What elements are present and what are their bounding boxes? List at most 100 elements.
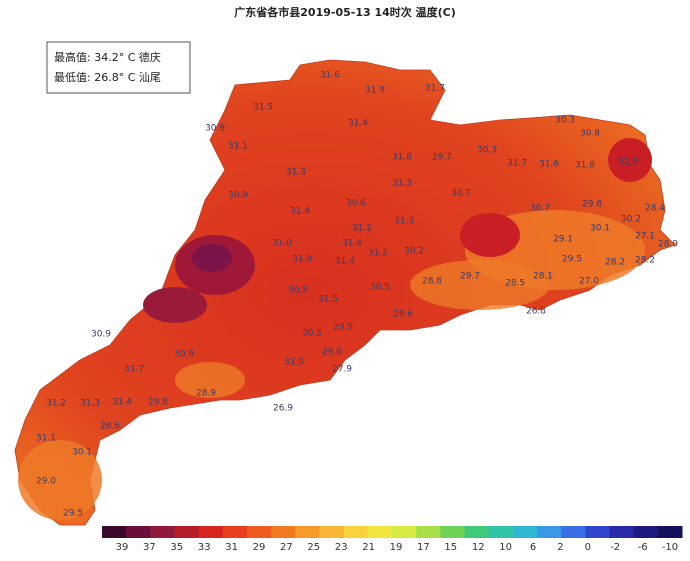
legend-tick: -2	[610, 542, 620, 553]
color-legend: 39 37 35 33 31 29 27 25 23 21 19 17 15 12 10 6 2 0 -2 -6 -10	[102, 526, 683, 553]
station-temp: 31.0	[272, 239, 292, 249]
station-temp: 31.3	[286, 168, 306, 178]
legend-swatch	[633, 526, 659, 538]
hot-zone	[192, 244, 232, 272]
station-temp: 28.9	[196, 389, 216, 399]
station-temp: 29.5	[333, 323, 353, 333]
station-temp: 28.2	[605, 258, 625, 268]
station-temp: 28.9	[658, 240, 678, 250]
station-temp: 29.5	[562, 255, 582, 265]
station-temp: 29.1	[553, 235, 573, 245]
map-title: 广东省各市县2019-05-13 14时次 温度(C)	[234, 5, 455, 19]
station-temp: 30.3	[555, 116, 575, 126]
legend-swatch	[222, 526, 248, 538]
station-temp: 30.5	[302, 329, 322, 339]
legend-swatch	[488, 526, 514, 538]
station-temp: 31.9	[292, 255, 312, 265]
legend-tick: 10	[499, 542, 512, 553]
legend-swatch	[464, 526, 490, 538]
legend-swatch	[585, 526, 610, 538]
station-temp: 31.3	[392, 179, 412, 189]
legend-tick: 17	[417, 542, 430, 553]
station-temp: 30.8	[580, 129, 600, 139]
station-temp: 27.1	[635, 232, 655, 242]
legend-tick: 2	[557, 542, 563, 553]
legend-tick: 15	[444, 542, 457, 553]
legend-tick: -6	[638, 542, 648, 553]
legend-swatch	[295, 526, 320, 538]
legend-swatch	[537, 526, 562, 538]
station-temp: 28.8	[422, 277, 442, 287]
station-temp: 31.4	[342, 239, 362, 249]
station-temp: 26.9	[273, 404, 293, 414]
legend-swatch	[392, 526, 417, 538]
station-temp: 31.3	[80, 399, 100, 409]
legend-swatch	[657, 526, 683, 538]
station-temp: 30.2	[621, 215, 641, 225]
legend-swatch	[512, 526, 538, 538]
station-temp: 31.4	[112, 398, 132, 408]
legend-swatch	[416, 526, 441, 538]
legend-tick: 37	[143, 542, 156, 553]
legend-swatch	[440, 526, 465, 538]
legend-tick: 25	[307, 542, 320, 553]
station-temp: 31.5	[253, 103, 273, 113]
station-temp: 29.8	[148, 398, 168, 408]
legend-swatch	[102, 526, 127, 538]
legend-swatch	[126, 526, 151, 538]
station-temp: 31.8	[575, 161, 595, 171]
station-temp: 30.9	[91, 330, 111, 340]
legend-swatch	[367, 526, 393, 538]
station-temp: 29.6	[393, 310, 413, 320]
legend-swatch	[609, 526, 635, 538]
station-temp: 31.7	[124, 365, 144, 375]
info-box	[46, 41, 191, 94]
min-text: 最低值: 26.8° C 汕尾	[54, 71, 161, 84]
legend-swatch	[174, 526, 200, 538]
legend-swatch	[343, 526, 369, 538]
legend-tick: 31	[225, 542, 238, 553]
station-temp: 28.4	[645, 204, 665, 214]
station-temp: 28.2	[635, 256, 655, 266]
station-temp: 31.4	[348, 119, 368, 129]
station-temp: 30.9	[205, 124, 225, 134]
legend-tick: 0	[585, 542, 591, 553]
legend-tick: -10	[662, 542, 678, 553]
max-text: 最高值: 34.2° C 德庆	[54, 50, 161, 64]
station-temp: 31.1	[36, 434, 56, 444]
station-temp: 29.8	[582, 200, 602, 210]
cooler-zone	[410, 260, 550, 310]
station-temp: 29.0	[322, 348, 342, 358]
station-temp: 31.0	[284, 358, 304, 368]
station-temp: 30.2	[404, 247, 424, 257]
legend-swatch	[271, 526, 296, 538]
station-temp: 32.8	[618, 158, 638, 168]
station-temp: 31.2	[368, 249, 388, 259]
legend-tick: 29	[253, 542, 266, 553]
station-temp: 31.3	[394, 217, 414, 227]
station-temp: 30.7	[530, 204, 550, 214]
station-temp: 30.1	[590, 224, 610, 234]
hot-zone	[143, 287, 207, 323]
province-shape	[14, 59, 676, 526]
legend-tick: 23	[335, 542, 348, 553]
station-temp: 27.0	[579, 277, 599, 287]
station-temp: 29.5	[63, 509, 83, 519]
station-temp: 30.9	[174, 350, 194, 360]
station-temp: 31.5	[318, 295, 338, 305]
station-temp: 31.4	[290, 207, 310, 217]
station-temp: 30.6	[346, 199, 366, 209]
station-temp: 31.7	[425, 84, 445, 94]
legend-swatch	[319, 526, 345, 538]
station-temp: 31.2	[352, 224, 372, 234]
station-temp: 30.5	[370, 283, 390, 293]
station-temp: 30.3	[477, 146, 497, 156]
station-temp: 29.7	[460, 272, 480, 282]
station-temp: 30.9	[228, 191, 248, 201]
legend-tick: 6	[530, 542, 536, 553]
hot-zone	[608, 138, 652, 182]
legend-tick: 19	[390, 542, 403, 553]
cooler-zone	[175, 362, 245, 398]
legend-tick: 27	[280, 542, 293, 553]
